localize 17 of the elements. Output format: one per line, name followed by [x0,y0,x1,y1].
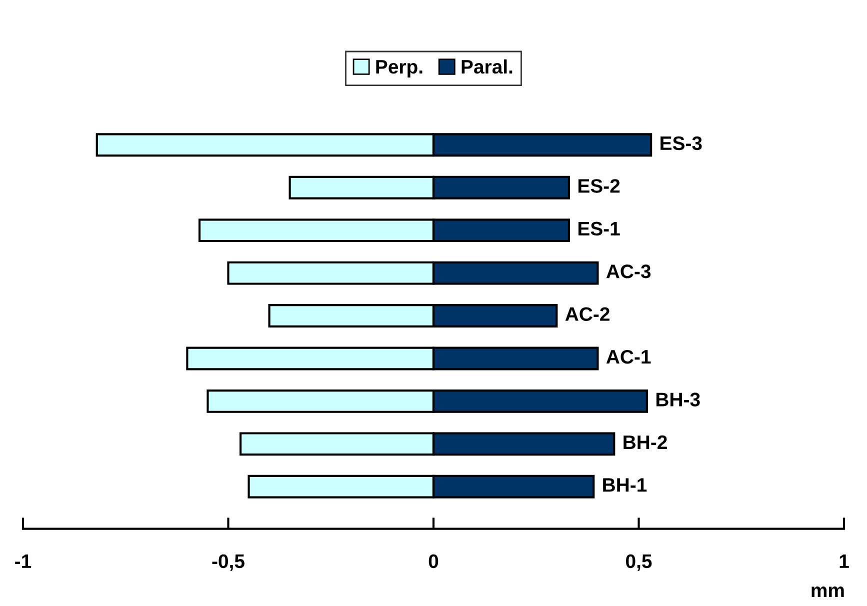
x-axis-title: mm [812,586,844,598]
y-tick-label: ES-1 [578,222,620,236]
y-tick-label: AC-2 [565,307,610,321]
y-tick-label: ES-3 [660,136,702,150]
y-tick-label: AC-1 [606,350,651,364]
x-tick-label: 1 [840,554,849,568]
y-tick-label: BH-2 [624,435,667,449]
y-tick-label: AC-3 [606,264,651,278]
y-tick-label: ES-2 [578,179,620,193]
x-tick-label: -1 [15,554,32,568]
y-tick-label: BH-1 [603,478,647,492]
x-tick-label: 0,5 [626,554,652,571]
legend-label: Perp. [376,60,422,78]
y-tick-label: BH-3 [656,392,700,406]
x-tick-label: 0 [428,554,438,568]
x-tick-label: -0,5 [212,554,244,571]
legend-label: Paral. [462,59,512,74]
